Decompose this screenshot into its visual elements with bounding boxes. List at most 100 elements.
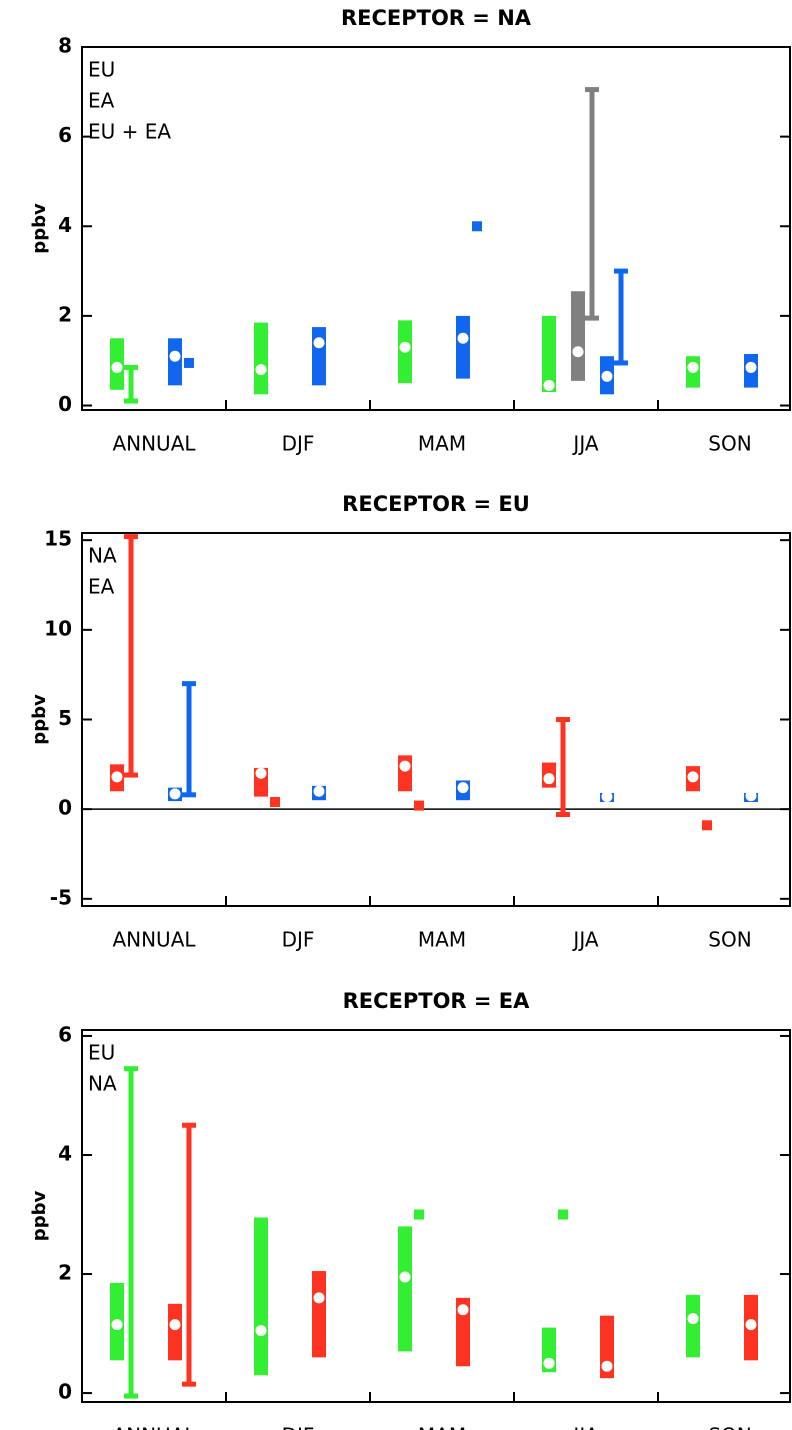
point (414, 1209, 424, 1220)
mean-dot (745, 790, 757, 802)
chart-title: RECEPTOR = EA (343, 989, 531, 1013)
chart-title: RECEPTOR = EU (342, 492, 530, 516)
x-tick-label: DJF (282, 928, 315, 952)
mean-dot (572, 346, 584, 358)
y-tick-label: 2 (58, 1261, 72, 1285)
mean-dot (399, 1271, 411, 1283)
point (184, 357, 194, 368)
point (472, 221, 482, 232)
y-tick-label: 5 (58, 706, 72, 730)
mean-dot (543, 1357, 555, 1369)
mean-dot (457, 332, 469, 344)
mean-dot (745, 1319, 757, 1331)
point (702, 820, 712, 831)
mean-dot (543, 379, 555, 391)
range-bar (254, 322, 268, 395)
y-tick-label: 6 (58, 1022, 72, 1046)
x-tick-label: JJA (571, 928, 598, 952)
range-bar (398, 1226, 412, 1352)
whisker (124, 1066, 138, 1399)
mean-dot (111, 361, 123, 373)
range-bar (456, 1297, 470, 1367)
mean-dot (601, 1360, 613, 1372)
mean-dot (687, 361, 699, 373)
y-tick-label: -5 (50, 885, 72, 909)
range-bar (168, 1303, 182, 1361)
mean-dot (111, 771, 123, 783)
mean-dot (169, 350, 181, 362)
mean-dot (255, 364, 267, 376)
point (558, 1209, 568, 1220)
x-tick-label: ANNUAL (112, 432, 196, 456)
x-tick-label: SON (708, 432, 751, 456)
x-tick-label: SON (708, 928, 751, 952)
range-bar (571, 291, 585, 381)
x-tick-label: MAM (418, 928, 466, 952)
x-tick-label: MAM (418, 1424, 466, 1430)
mean-dot (111, 1319, 123, 1331)
mean-dot (169, 1319, 181, 1331)
y-tick-label: 0 (58, 392, 72, 416)
chart-title: RECEPTOR = NA (341, 6, 532, 30)
mean-dot (457, 1304, 469, 1316)
x-tick-label: DJF (282, 432, 315, 456)
mean-dot (255, 1325, 267, 1337)
x-tick-label: MAM (418, 432, 466, 456)
mean-dot (543, 773, 555, 785)
point (270, 796, 280, 807)
y-axis-label: ppbv (29, 1191, 50, 1242)
whisker (614, 268, 628, 366)
x-tick-label: JJA (571, 1424, 598, 1430)
y-tick-label: 8 (58, 34, 72, 58)
mean-dot (687, 1313, 699, 1325)
mean-dot (399, 760, 411, 772)
mean-dot (313, 785, 325, 797)
mean-dot (399, 341, 411, 353)
plot-frame (81, 1029, 791, 1403)
range-bar (456, 315, 470, 379)
legend-entry: EU (88, 1041, 115, 1065)
legend-entry: NA (88, 544, 117, 568)
legend-entry: EU (88, 58, 115, 82)
y-tick-label: 15 (44, 527, 72, 551)
mean-dot (601, 791, 613, 803)
mean-dot (601, 370, 613, 382)
mean-dot (687, 771, 699, 783)
legend-entry: NA (88, 1072, 117, 1096)
x-tick-label: JJA (571, 432, 598, 456)
legend-entry: EA (88, 575, 115, 599)
mean-dot (313, 1292, 325, 1304)
whisker (124, 534, 138, 778)
plot-frame (81, 46, 791, 411)
whisker (182, 681, 196, 798)
x-tick-label: ANNUAL (112, 1424, 196, 1430)
whisker (182, 1122, 196, 1387)
y-axis-label: ppbv (29, 203, 50, 254)
range-bar (168, 338, 182, 386)
whisker (124, 364, 138, 404)
range-bar (254, 1217, 268, 1376)
y-axis-label: ppbv (29, 694, 50, 745)
y-tick-label: 4 (58, 213, 72, 237)
range-bar (686, 1294, 700, 1358)
y-tick-label: 0 (58, 1380, 72, 1404)
x-tick-label: DJF (282, 1424, 315, 1430)
x-tick-label: ANNUAL (112, 928, 196, 952)
y-tick-label: 4 (58, 1141, 72, 1165)
point (414, 800, 424, 811)
y-tick-label: 6 (58, 123, 72, 147)
whisker (585, 87, 599, 321)
range-bar (312, 327, 326, 386)
mean-dot (169, 788, 181, 800)
x-tick-label: SON (708, 1424, 751, 1430)
range-bar (542, 315, 556, 393)
legend-entry: EU + EA (88, 120, 171, 144)
mean-dot (745, 361, 757, 373)
y-tick-label: 0 (58, 796, 72, 820)
mean-dot (255, 767, 267, 779)
mean-dot (457, 782, 469, 794)
range-bar (312, 1271, 326, 1358)
legend-entry: EA (88, 89, 115, 113)
mean-dot (313, 337, 325, 349)
